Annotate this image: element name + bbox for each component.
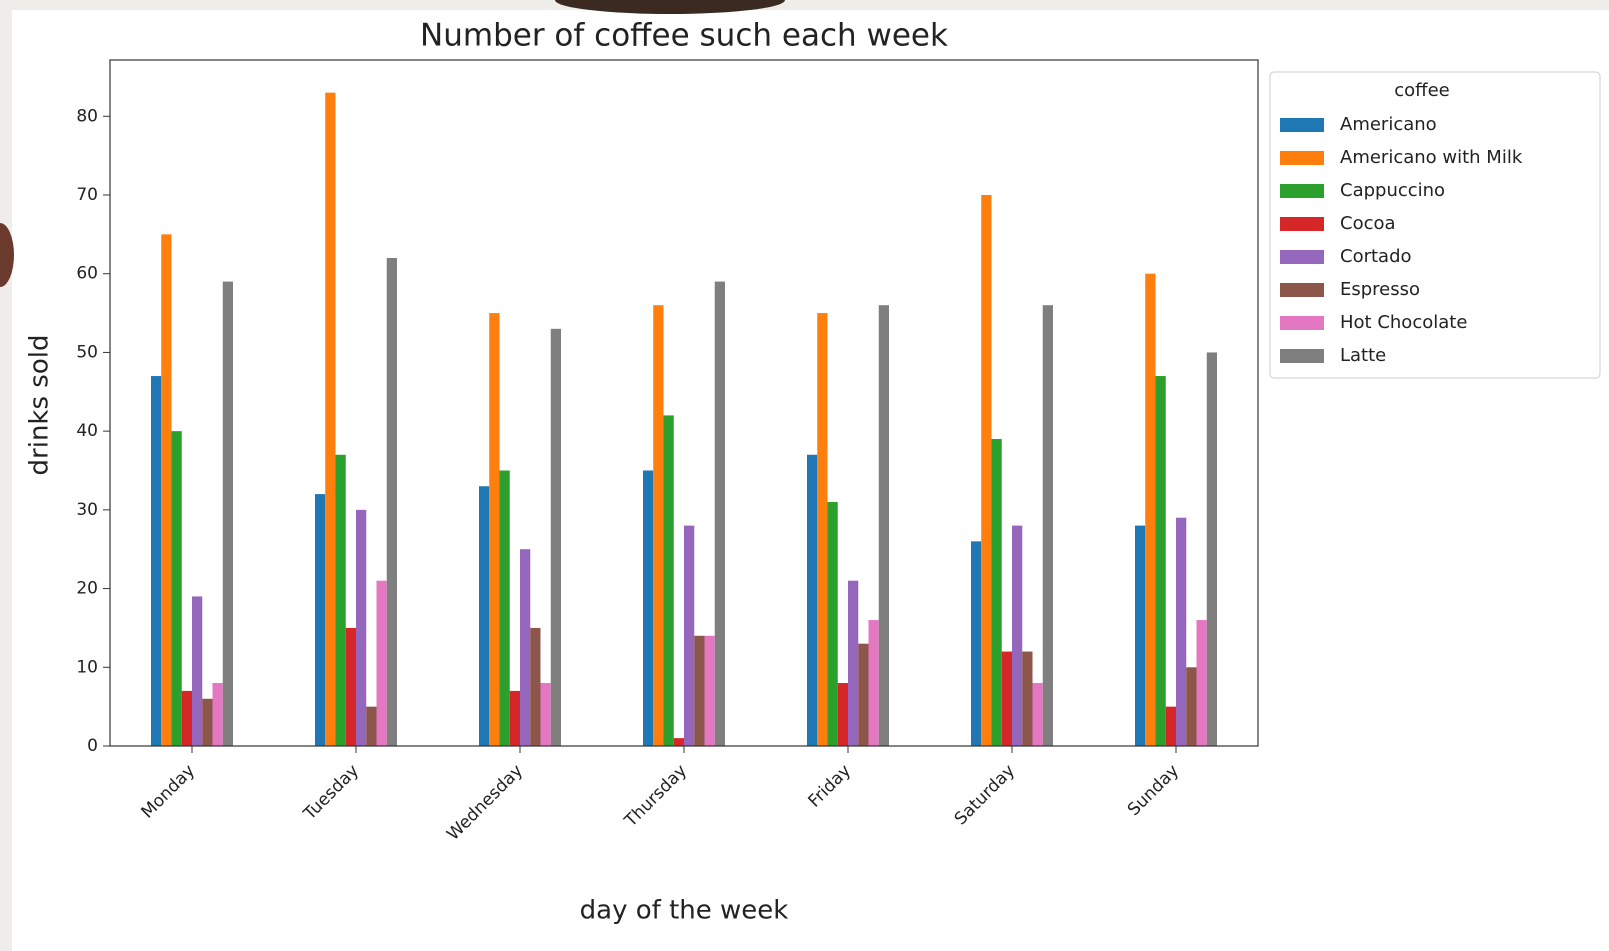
bar: [807, 454, 818, 746]
legend-label: Espresso: [1340, 279, 1420, 300]
bar: [653, 305, 664, 746]
bar: [171, 431, 182, 746]
bar: [356, 509, 367, 746]
bar: [827, 501, 838, 746]
bar: [1022, 651, 1033, 746]
chart-title: Number of coffee such each week: [420, 18, 948, 54]
legend-label: Latte: [1340, 345, 1386, 366]
bar: [520, 549, 531, 746]
bar: [1001, 651, 1012, 746]
bar: [991, 439, 1002, 746]
bar: [858, 643, 869, 746]
y-tick-label: 10: [76, 657, 98, 677]
bar: [366, 706, 377, 746]
decoration: [555, 0, 785, 14]
plot-frame: [109, 59, 1259, 747]
bar: [1206, 352, 1217, 746]
bar: [499, 470, 510, 746]
bar: [181, 690, 192, 746]
bar: [1135, 525, 1146, 746]
bar: [878, 305, 889, 746]
bar: [1186, 667, 1197, 746]
bar: [540, 683, 551, 746]
bar: [1196, 620, 1207, 746]
bar: [192, 596, 203, 746]
bar: [868, 620, 879, 746]
legend-swatch: [1280, 151, 1324, 165]
bar: [222, 281, 233, 746]
y-tick-label: 70: [76, 185, 98, 205]
bar: [1176, 517, 1187, 746]
bar: [1165, 706, 1176, 746]
legend-title: coffee: [1394, 80, 1449, 101]
y-tick-label: 0: [87, 736, 98, 756]
bar: [489, 313, 500, 746]
bar: [837, 683, 848, 746]
legend-label: Hot Chocolate: [1340, 312, 1467, 333]
bar: [509, 690, 520, 746]
legend-label: Cortado: [1340, 246, 1412, 267]
y-tick-label: 60: [76, 264, 98, 284]
bar: [1032, 683, 1043, 746]
bar: [663, 415, 674, 746]
y-tick-label: 80: [76, 106, 98, 126]
bar: [550, 328, 561, 746]
bar: [1012, 525, 1023, 746]
bar: [202, 698, 213, 746]
y-axis-label: drinks sold: [25, 335, 55, 476]
bar: [530, 627, 541, 746]
bar: [971, 541, 982, 746]
legend-label: Cappuccino: [1340, 180, 1445, 201]
bar: [315, 494, 326, 746]
y-tick-label: 20: [76, 579, 98, 599]
legend-swatch: [1280, 349, 1324, 363]
bar: [376, 580, 387, 746]
bar: [704, 635, 715, 746]
bar: [1145, 273, 1156, 746]
legend-swatch: [1280, 217, 1324, 231]
legend-box: [1269, 71, 1601, 379]
legend-swatch: [1280, 250, 1324, 264]
decoration: [0, 223, 14, 287]
bar: [981, 194, 992, 747]
legend-swatch: [1280, 316, 1324, 330]
bar: [1155, 376, 1166, 746]
bar: [325, 92, 336, 746]
bar: [161, 234, 172, 747]
legend-label: Americano with Milk: [1340, 147, 1523, 168]
bar: [817, 313, 828, 746]
y-tick-label: 40: [76, 421, 98, 441]
bar: [848, 580, 859, 746]
legend-swatch: [1280, 283, 1324, 297]
x-axis-label: day of the week: [580, 896, 789, 926]
bar: [1042, 305, 1053, 746]
bar: [694, 635, 705, 746]
bar: [684, 525, 695, 746]
bar: [212, 683, 223, 746]
bar: [345, 627, 356, 746]
legend-label: Americano: [1340, 114, 1437, 135]
bar: [673, 738, 684, 746]
y-tick-label: 30: [76, 500, 98, 520]
y-tick-label: 50: [76, 342, 98, 362]
bar: [714, 281, 725, 746]
legend-swatch: [1280, 184, 1324, 198]
bar: [479, 486, 490, 746]
bar: [386, 257, 397, 746]
bar: [335, 454, 346, 746]
bar: [643, 470, 654, 746]
legend-label: Cocoa: [1340, 213, 1396, 234]
bar: [151, 376, 162, 746]
legend-swatch: [1280, 118, 1324, 132]
